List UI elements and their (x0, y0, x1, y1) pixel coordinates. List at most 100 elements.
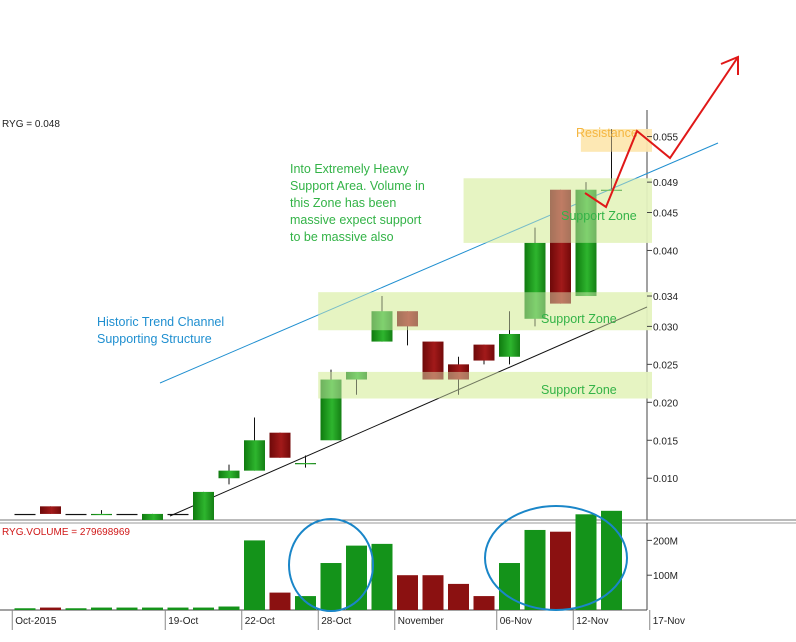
candle-body-up (524, 242, 546, 319)
candle-body-up (295, 463, 316, 465)
candle (524, 227, 546, 327)
candle (91, 510, 112, 516)
x-tick-label: 22-Oct (245, 616, 275, 627)
x-tick-label: 12-Nov (576, 616, 608, 627)
candle-body-up (218, 470, 240, 479)
volume-bar (116, 607, 138, 610)
volume-bar (550, 531, 571, 610)
volume-bar (397, 575, 418, 610)
candle-body-up (167, 513, 189, 516)
annotation-heavy-support: Into Extremely Heavy Support Area. Volum… (290, 162, 425, 244)
x-tick-label: 28-Oct (321, 616, 351, 627)
trend-lines (159, 142, 719, 517)
volume-axis: 200M 100M (647, 536, 678, 582)
y-tick-label: 0.030 (653, 322, 678, 333)
candle (269, 432, 291, 458)
upper-trend-channel-line (159, 142, 719, 384)
y-tick-label: 0.034 (653, 292, 678, 303)
candle (65, 513, 87, 516)
volume-bars (14, 510, 622, 610)
y-tick-label: 0.040 (653, 246, 678, 257)
volume-bar (320, 563, 342, 610)
date-axis: Oct-2015 19-Oct 22-Oct 28-Oct November 06-Nov… (11, 610, 685, 630)
x-tick-label: 19-Oct (168, 616, 198, 627)
candle-body-up (346, 371, 367, 380)
volume-tick-label: 200M (653, 536, 678, 547)
resistance-zone-label: Resistance (576, 126, 638, 140)
candle-body-up (14, 513, 36, 516)
candle-body-down (473, 344, 495, 361)
candle-body-down (269, 432, 291, 458)
candle-body-up (244, 440, 265, 471)
x-tick-label: 17-Nov (653, 616, 685, 627)
trend-channel-line-1: Historic Trend Channel (97, 315, 224, 329)
y-tick-label: 0.020 (653, 398, 678, 409)
candle (397, 311, 418, 346)
heavy-support-line-3: this Zone has been (290, 196, 396, 210)
y-tick-label: 0.015 (653, 436, 678, 447)
y-tick-label: 0.010 (653, 474, 678, 485)
volume-title: RYG.VOLUME = 279698969 (2, 527, 130, 538)
support-zone-low-overlay (318, 371, 652, 399)
support-zones (318, 128, 652, 399)
volume-bar (575, 514, 597, 610)
y-tick-label: 0.055 (653, 133, 678, 144)
chart-title: RYG = 0.048 (2, 119, 60, 130)
candle-body-up (499, 333, 520, 357)
candle-body-up (65, 513, 87, 516)
candle (601, 128, 622, 191)
y-tick-label: 0.025 (653, 360, 678, 371)
candle (575, 182, 597, 297)
candle (40, 506, 61, 514)
volume-bar (371, 543, 393, 610)
volume-bar (499, 563, 520, 610)
resistance-zone-overlay (580, 128, 652, 152)
volume-bar (346, 545, 367, 610)
candle (193, 491, 214, 520)
x-tick-label: 06-Nov (500, 616, 532, 627)
candle-body-down (422, 341, 444, 380)
support-zone-low-label: Support Zone (541, 383, 617, 397)
candle-body-down (448, 364, 469, 380)
volume-bar (422, 575, 444, 610)
trend-channel-line-2: Supporting Structure (97, 332, 212, 346)
annotation-trend-channel: Historic Trend Channel Supporting Struct… (97, 315, 224, 346)
candle (550, 189, 571, 304)
volume-bar (269, 592, 291, 610)
support-zone-low (318, 371, 652, 399)
price-candles: Support Zone Support Zone Support Zone Resi… (14, 126, 652, 520)
y-tick-label: 0.049 (653, 178, 678, 189)
candle-body-up (601, 189, 622, 191)
candle (244, 417, 265, 471)
volume-bar (40, 607, 61, 610)
volume-bar (193, 607, 214, 610)
candle (346, 371, 367, 395)
volume-bar (473, 596, 495, 610)
volume-highlight-circle-right (484, 505, 628, 611)
support-zone-top-label: Support Zone (561, 209, 637, 223)
candle (14, 513, 36, 516)
candle-body-up (371, 311, 393, 342)
volume-bar (14, 608, 36, 610)
candle (142, 513, 163, 520)
candle-body-down (550, 189, 571, 304)
volume-bar (448, 583, 469, 610)
heavy-support-line-2: Support Area. Volume in (290, 179, 425, 193)
volume-bar (244, 540, 265, 610)
volume-bar (142, 607, 163, 610)
volume-bar (524, 529, 546, 610)
heavy-support-line-4: massive expect support (290, 213, 422, 227)
price-axis: 0.055 0.049 0.045 0.040 0.034 0.030 0.025 0.020… (647, 133, 678, 485)
candle-body-up (91, 513, 112, 516)
candle (295, 455, 316, 468)
candle (473, 344, 495, 365)
candle-body-up (320, 379, 342, 441)
candle-body-up (142, 513, 163, 520)
heavy-support-line-5: to be massive also (290, 230, 394, 244)
candle-body-down (40, 506, 61, 514)
candle (422, 341, 444, 380)
candle (167, 513, 189, 516)
candle (499, 311, 520, 365)
candle (218, 464, 240, 485)
